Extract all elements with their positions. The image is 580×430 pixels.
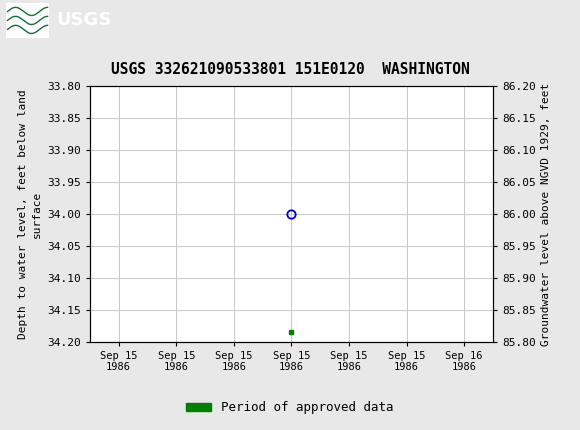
Text: USGS: USGS — [56, 12, 111, 29]
Bar — [6, 3, 49, 37]
Y-axis label: Depth to water level, feet below land
surface: Depth to water level, feet below land su… — [17, 89, 42, 339]
Y-axis label: Groundwater level above NGVD 1929, feet: Groundwater level above NGVD 1929, feet — [541, 82, 552, 346]
Text: USGS 332621090533801 151E0120  WASHINGTON: USGS 332621090533801 151E0120 WASHINGTON — [111, 62, 469, 77]
Legend: Period of approved data: Period of approved data — [181, 396, 399, 419]
